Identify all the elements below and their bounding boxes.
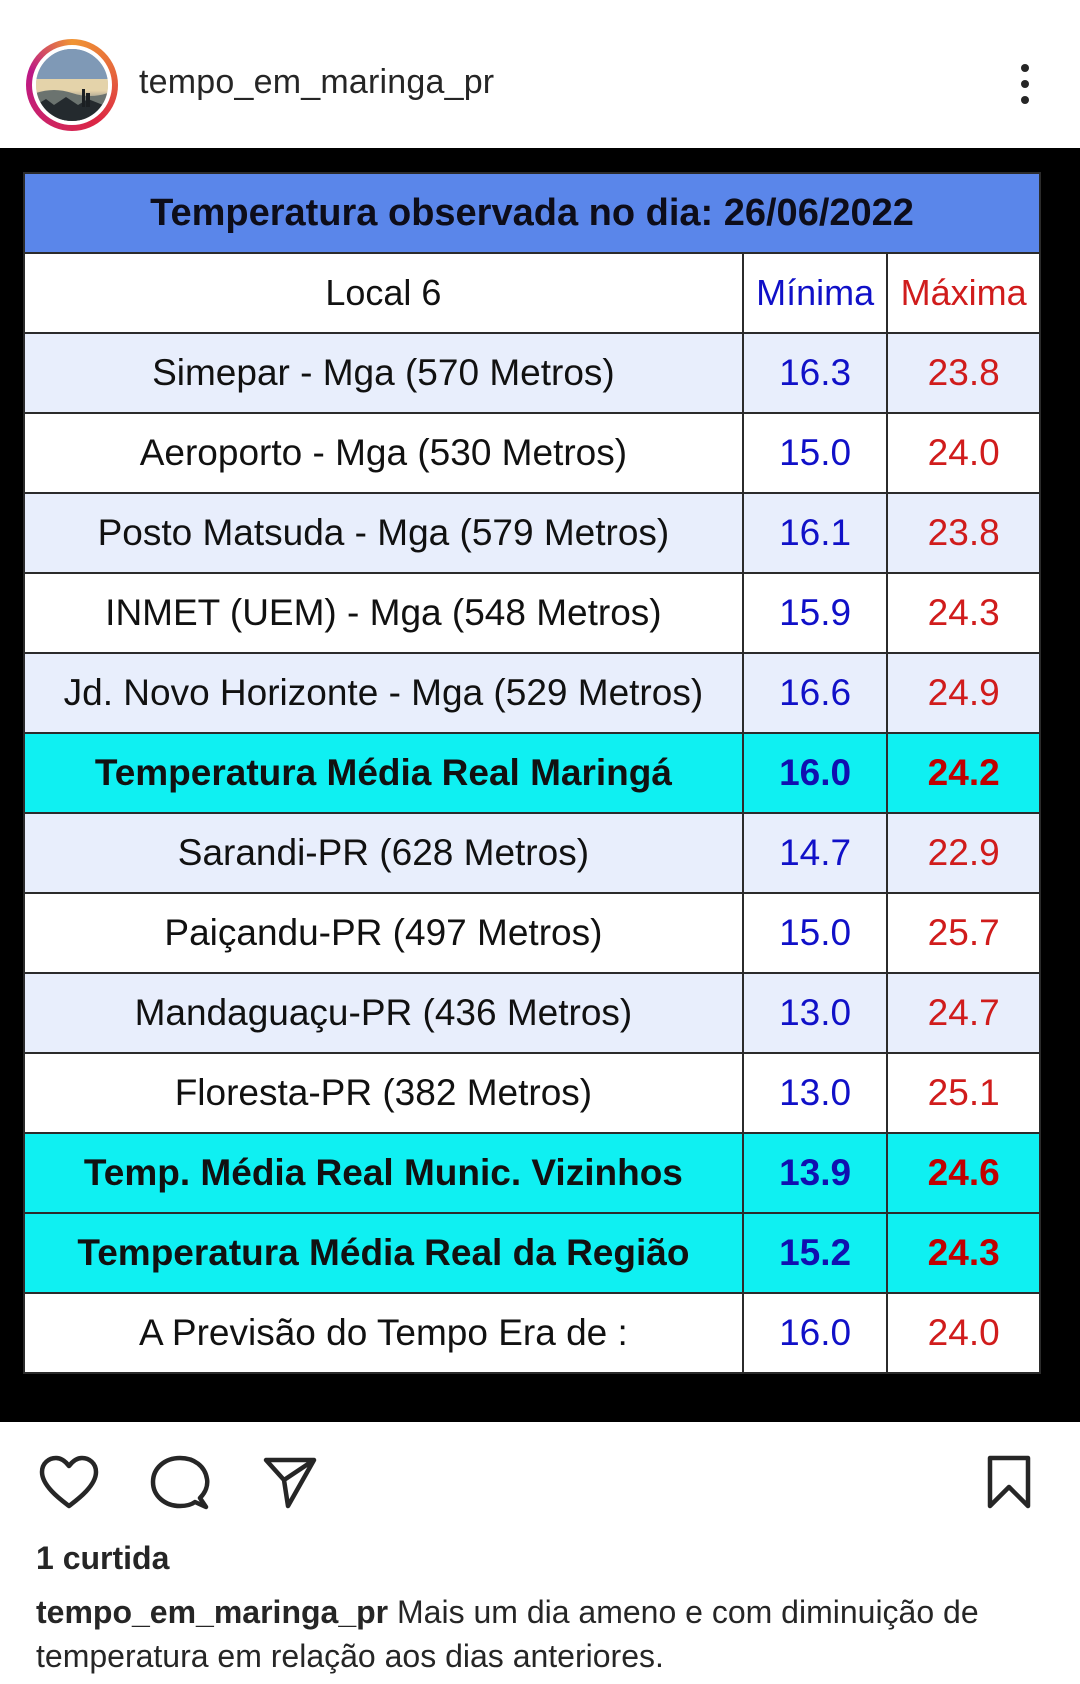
- row-max-temp: 23.8: [886, 332, 1041, 414]
- row-local: A Previsão do Tempo Era de :: [23, 1292, 744, 1374]
- caption-username[interactable]: tempo_em_maringa_pr: [36, 1594, 389, 1630]
- row-local: Posto Matsuda - Mga (579 Metros): [23, 492, 744, 574]
- post-action-bar: [0, 1422, 1080, 1540]
- post-header: tempo_em_maringa_pr: [0, 0, 1080, 148]
- row-max-temp: 24.7: [886, 972, 1041, 1054]
- heart-icon[interactable]: [38, 1454, 100, 1510]
- header-max: Máxima: [886, 252, 1041, 334]
- row-min-temp: 15.9: [741, 572, 889, 654]
- table-row: Temperatura Média Real Maringá 16.0 24.2: [23, 732, 1041, 814]
- row-local: Mandaguaçu-PR (436 Metros): [23, 972, 744, 1054]
- row-min-temp: 16.6: [741, 652, 889, 734]
- table-row: Temperatura Média Real da Região 15.2 24.3: [23, 1212, 1041, 1294]
- row-max-temp: 22.9: [886, 812, 1041, 894]
- row-local: Jd. Novo Horizonte - Mga (529 Metros): [23, 652, 744, 734]
- row-min-temp: 13.0: [741, 1052, 889, 1134]
- send-icon[interactable]: [262, 1454, 318, 1510]
- row-local: Sarandi-PR (628 Metros): [23, 812, 744, 894]
- table-row: Paiçandu-PR (497 Metros) 15.0 25.7: [23, 892, 1041, 974]
- table-row: Sarandi-PR (628 Metros) 14.7 22.9: [23, 812, 1041, 894]
- row-max-temp: 24.6: [886, 1132, 1041, 1214]
- row-local: Temperatura Média Real da Região: [23, 1212, 744, 1294]
- row-max-temp: 24.9: [886, 652, 1041, 734]
- row-max-temp: 24.0: [886, 412, 1041, 494]
- likes-count[interactable]: 1 curtida: [36, 1540, 170, 1576]
- row-min-temp: 16.1: [741, 492, 889, 574]
- row-local: INMET (UEM) - Mga (548 Metros): [23, 572, 744, 654]
- table-row: Aeroporto - Mga (530 Metros) 15.0 24.0: [23, 412, 1041, 494]
- row-max-temp: 24.0: [886, 1292, 1041, 1374]
- row-min-temp: 16.3: [741, 332, 889, 414]
- caption-text: Mais um dia ameno e com diminuição de te…: [36, 1594, 979, 1674]
- story-ring[interactable]: [26, 39, 118, 131]
- row-max-temp: 24.3: [886, 1212, 1041, 1294]
- header-local: Local 6: [23, 252, 744, 334]
- row-max-temp: 25.1: [886, 1052, 1041, 1134]
- row-local: Aeroporto - Mga (530 Metros): [23, 412, 744, 494]
- table-row: Simepar - Mga (570 Metros) 16.3 23.8: [23, 332, 1041, 414]
- table-row: Floresta-PR (382 Metros) 13.0 25.1: [23, 1052, 1041, 1134]
- row-local: Simepar - Mga (570 Metros): [23, 332, 744, 414]
- more-vertical-icon[interactable]: [1010, 60, 1040, 108]
- row-local: Floresta-PR (382 Metros): [23, 1052, 744, 1134]
- row-local: Temp. Média Real Munic. Vizinhos: [23, 1132, 744, 1214]
- row-min-temp: 13.9: [741, 1132, 889, 1214]
- comment-icon[interactable]: [150, 1454, 210, 1512]
- table-row: Temp. Média Real Munic. Vizinhos 13.9 24.6: [23, 1132, 1041, 1214]
- row-min-temp: 16.0: [741, 732, 889, 814]
- row-max-temp: 23.8: [886, 492, 1041, 574]
- post-caption: tempo_em_maringa_pr Mais um dia ameno e …: [36, 1590, 1046, 1678]
- table-row: Mandaguaçu-PR (436 Metros) 13.0 24.7: [23, 972, 1041, 1054]
- post-username[interactable]: tempo_em_maringa_pr: [139, 63, 495, 101]
- row-max-temp: 25.7: [886, 892, 1041, 974]
- table-row: A Previsão do Tempo Era de :16.0 24.0: [23, 1292, 1041, 1374]
- temperature-table: Temperatura observada no dia: 26/06/2022…: [23, 172, 1041, 1374]
- row-local: Temperatura Média Real Maringá: [23, 732, 744, 814]
- table-title-row: Temperatura observada no dia: 26/06/2022: [23, 172, 1041, 254]
- table-row: Jd. Novo Horizonte - Mga (529 Metros) 16.…: [23, 652, 1041, 734]
- post-image[interactable]: Temperatura observada no dia: 26/06/2022…: [0, 148, 1080, 1422]
- avatar[interactable]: [32, 45, 112, 125]
- row-max-temp: 24.3: [886, 572, 1041, 654]
- bookmark-icon[interactable]: [986, 1454, 1032, 1510]
- row-max-temp: 24.2: [886, 732, 1041, 814]
- row-min-temp: 16.0: [741, 1292, 889, 1374]
- header-min: Mínima: [741, 252, 889, 334]
- avatar-landscape-image: [36, 49, 108, 121]
- table-title: Temperatura observada no dia: 26/06/2022: [23, 172, 1041, 254]
- row-min-temp: 14.7: [741, 812, 889, 894]
- row-min-temp: 15.0: [741, 412, 889, 494]
- row-min-temp: 13.0: [741, 972, 889, 1054]
- table-row: Posto Matsuda - Mga (579 Metros) 16.1 23.8: [23, 492, 1041, 574]
- row-min-temp: 15.0: [741, 892, 889, 974]
- table-row: INMET (UEM) - Mga (548 Metros) 15.9 24.3: [23, 572, 1041, 654]
- row-min-temp: 15.2: [741, 1212, 889, 1294]
- table-header-row: Local 6 Mínima Máxima: [23, 252, 1041, 334]
- row-local: Paiçandu-PR (497 Metros): [23, 892, 744, 974]
